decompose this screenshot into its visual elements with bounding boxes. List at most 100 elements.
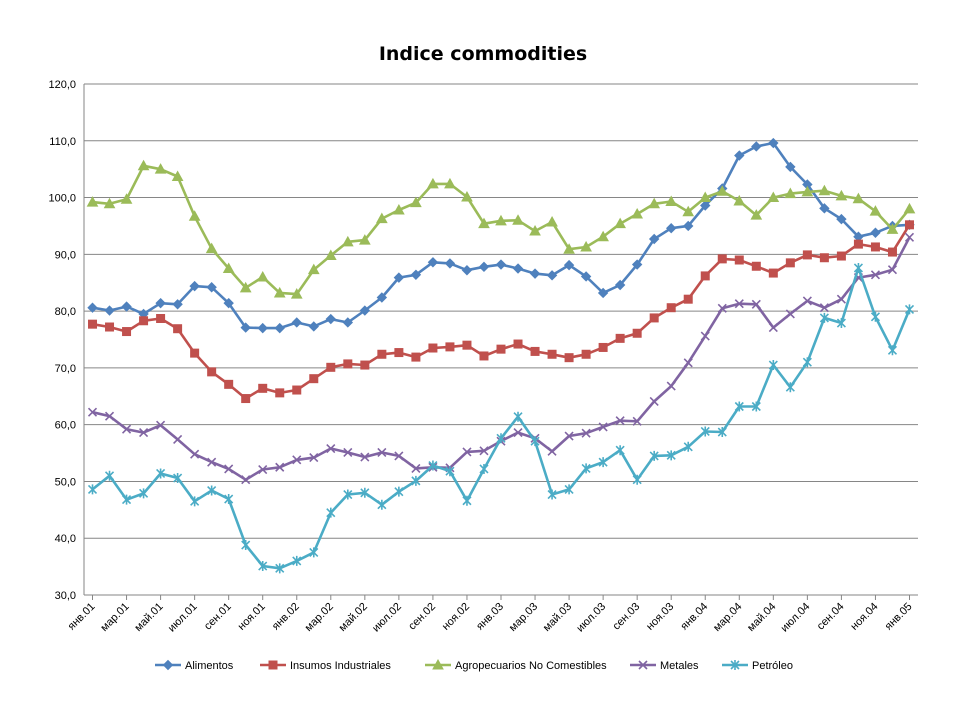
data-point xyxy=(547,446,557,456)
data-point xyxy=(478,217,490,229)
data-point xyxy=(836,318,846,329)
data-point xyxy=(190,449,200,459)
data-point xyxy=(638,660,648,670)
x-axis: янв.01 мар.01 май.01 июл.01 сен.01 ноя.01 янв.… xyxy=(66,595,915,634)
data-point xyxy=(275,462,285,472)
y-tick-label: 60,0 xyxy=(55,420,76,432)
data-point xyxy=(258,464,268,475)
data-point xyxy=(734,255,744,265)
data-point xyxy=(614,279,626,291)
data-point xyxy=(156,420,166,430)
data-point xyxy=(665,195,678,207)
data-point xyxy=(122,327,132,337)
data-point xyxy=(802,250,812,260)
legend: Alimentos Insumos Industriales Agropecuari… xyxy=(155,658,793,672)
data-point xyxy=(597,287,609,299)
data-point xyxy=(631,207,644,219)
data-point xyxy=(802,296,812,306)
data-point xyxy=(241,394,251,404)
data-point xyxy=(162,659,174,671)
data-point xyxy=(105,322,115,332)
data-point xyxy=(564,353,574,363)
x-tick-label: июл.04 xyxy=(779,601,813,635)
data-point xyxy=(904,232,915,242)
data-point xyxy=(529,225,541,236)
x-tick-label: мар.04 xyxy=(711,601,744,634)
data-point xyxy=(189,280,200,292)
data-point xyxy=(802,357,812,368)
data-point xyxy=(547,489,557,500)
data-point xyxy=(206,282,217,293)
data-point xyxy=(751,141,762,152)
data-point xyxy=(377,349,387,359)
data-point xyxy=(717,254,727,264)
data-point xyxy=(326,443,336,454)
data-point xyxy=(444,258,456,269)
data-point xyxy=(292,455,302,465)
data-point xyxy=(563,243,575,254)
data-point xyxy=(290,288,303,299)
data-point xyxy=(377,499,387,510)
data-point xyxy=(495,259,507,270)
y-tick-label: 110,0 xyxy=(49,136,76,148)
data-point xyxy=(462,340,472,350)
data-point xyxy=(274,322,285,334)
x-tick-label: янв.05 xyxy=(883,601,915,633)
data-point xyxy=(819,303,829,313)
data-point xyxy=(649,450,659,461)
x-tick-label: янв.04 xyxy=(678,601,710,633)
x-tick-label: май.04 xyxy=(745,601,778,634)
data-point xyxy=(852,192,865,204)
data-point xyxy=(785,309,795,319)
data-point xyxy=(190,348,200,358)
data-point xyxy=(427,257,439,268)
data-point xyxy=(683,220,694,232)
data-point xyxy=(666,381,676,391)
data-point xyxy=(411,352,421,362)
data-point xyxy=(444,177,456,189)
data-point xyxy=(462,447,472,457)
series-petróleo xyxy=(87,262,915,574)
data-point xyxy=(836,294,846,304)
data-point xyxy=(734,150,745,161)
data-point xyxy=(241,475,251,485)
data-point xyxy=(648,197,661,209)
data-point xyxy=(530,436,540,447)
legend-item: Metales xyxy=(630,660,699,672)
data-point xyxy=(835,189,848,201)
series-insumos-industriales xyxy=(88,220,914,404)
data-point xyxy=(615,445,625,456)
data-point xyxy=(597,230,609,242)
data-point xyxy=(666,450,676,461)
data-point xyxy=(580,240,592,252)
data-point xyxy=(376,292,388,303)
data-point xyxy=(665,223,677,234)
data-point xyxy=(546,215,558,227)
data-point xyxy=(307,263,320,275)
data-point xyxy=(120,193,133,204)
data-point xyxy=(564,431,574,441)
data-point xyxy=(768,268,778,278)
data-point xyxy=(563,259,575,271)
x-tick-label: мар.01 xyxy=(98,601,131,634)
data-point xyxy=(241,540,251,551)
data-point xyxy=(870,311,881,322)
series-alimentos xyxy=(87,137,915,334)
data-point xyxy=(649,396,659,406)
data-point xyxy=(683,441,693,452)
data-point xyxy=(648,233,660,245)
data-point xyxy=(581,463,591,474)
x-tick-label: ноя.03 xyxy=(644,601,676,633)
data-point xyxy=(309,547,319,558)
x-tick-label: июл.02 xyxy=(370,601,404,635)
series-agropecuarios-no-comestibles xyxy=(86,159,916,299)
data-point xyxy=(512,263,524,274)
data-point xyxy=(495,214,507,226)
data-point xyxy=(699,191,712,203)
data-point xyxy=(360,487,370,498)
data-point xyxy=(325,313,337,325)
x-tick-label: мар.02 xyxy=(303,601,336,634)
data-point xyxy=(224,494,234,505)
y-tick-label: 120,0 xyxy=(48,79,76,91)
data-point xyxy=(428,343,438,353)
